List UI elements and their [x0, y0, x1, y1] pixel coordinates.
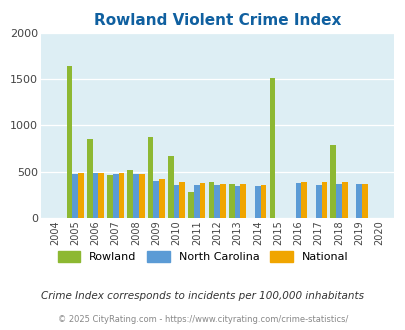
Legend: Rowland, North Carolina, National: Rowland, North Carolina, National	[53, 247, 352, 267]
Bar	[107, 175, 113, 218]
Bar	[361, 183, 367, 218]
Bar	[66, 66, 72, 218]
Bar	[118, 174, 124, 218]
Bar	[335, 183, 341, 218]
Bar	[321, 182, 326, 218]
Bar	[220, 183, 225, 218]
Bar	[194, 185, 199, 218]
Bar	[199, 183, 205, 218]
Bar	[295, 183, 301, 218]
Bar	[173, 185, 179, 218]
Bar	[315, 184, 321, 218]
Title: Rowland Violent Crime Index: Rowland Violent Crime Index	[93, 13, 340, 28]
Bar	[87, 139, 92, 218]
Bar	[301, 182, 306, 218]
Bar	[153, 181, 159, 218]
Bar	[179, 182, 185, 218]
Bar	[127, 170, 133, 218]
Bar	[330, 145, 335, 218]
Bar	[78, 174, 83, 218]
Bar	[208, 182, 214, 218]
Bar	[139, 174, 144, 218]
Bar	[269, 78, 275, 218]
Bar	[168, 156, 173, 218]
Bar	[72, 174, 78, 218]
Bar	[234, 186, 240, 218]
Bar	[133, 174, 139, 218]
Bar	[228, 183, 234, 218]
Bar	[214, 184, 220, 218]
Bar	[92, 174, 98, 218]
Bar	[341, 182, 347, 218]
Text: © 2025 CityRating.com - https://www.cityrating.com/crime-statistics/: © 2025 CityRating.com - https://www.city…	[58, 315, 347, 324]
Bar	[356, 184, 361, 218]
Bar	[147, 137, 153, 218]
Bar	[254, 186, 260, 218]
Bar	[113, 174, 118, 218]
Bar	[188, 192, 194, 218]
Bar	[240, 184, 245, 218]
Bar	[159, 179, 164, 218]
Bar	[98, 173, 104, 218]
Bar	[260, 184, 266, 218]
Text: Crime Index corresponds to incidents per 100,000 inhabitants: Crime Index corresponds to incidents per…	[41, 291, 364, 301]
